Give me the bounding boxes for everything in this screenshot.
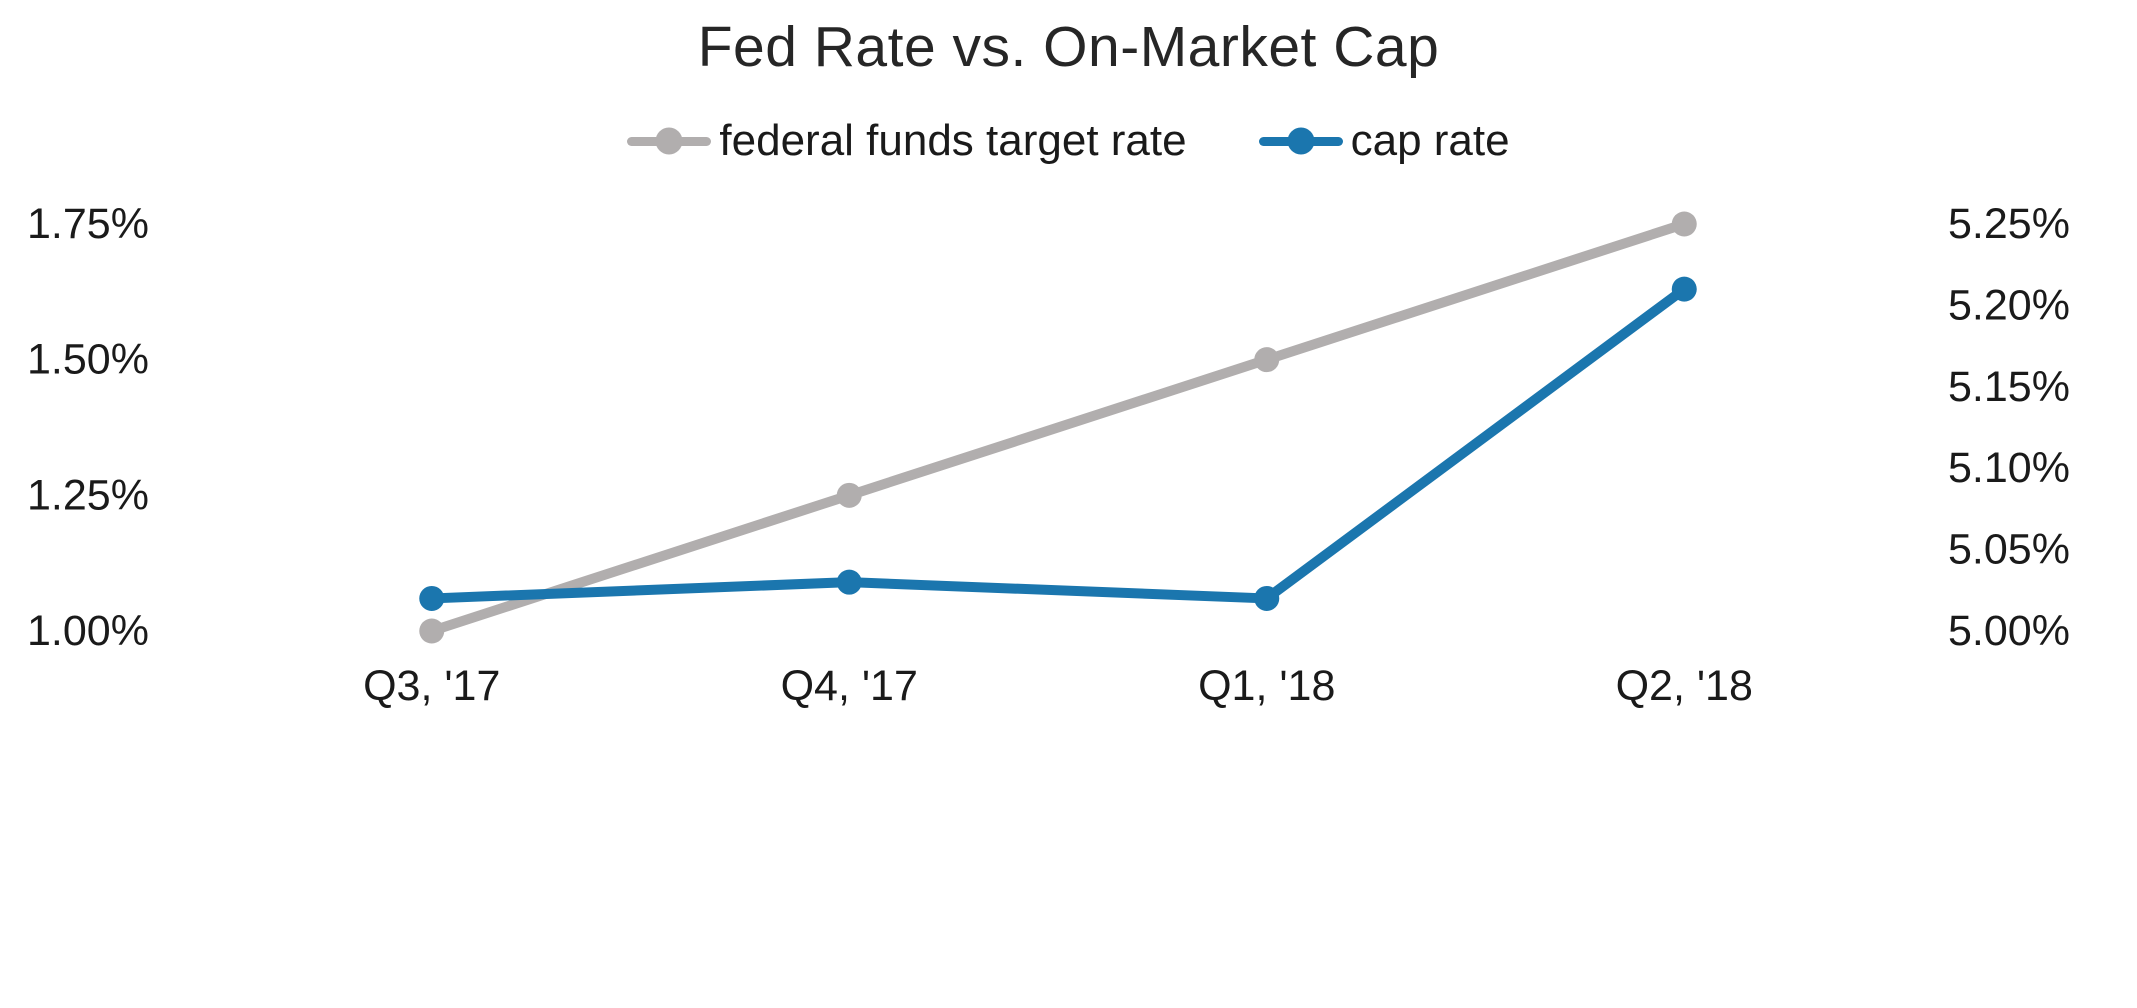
chart-title: Fed Rate vs. On-Market Cap (697, 15, 1440, 79)
x-axis-label: Q4, '17 (781, 662, 918, 710)
legend-marker-dot (1287, 127, 1315, 155)
legend-item-federal-funds-target-rate: federal funds target rate (627, 116, 1187, 166)
legend-label: cap rate (1350, 116, 1510, 165)
data-point-federal-funds-target-rate (1671, 211, 1697, 237)
data-point-federal-funds-target-rate (836, 482, 862, 508)
right-axis-tick-label: 5.25% (1948, 200, 2070, 248)
x-axis-label: Q1, '18 (1198, 662, 1335, 710)
legend-marker-dot (655, 127, 683, 155)
legend-label: federal funds target rate (719, 116, 1187, 165)
left-axis-tick-label: 1.00% (27, 607, 149, 655)
right-axis-tick-label: 5.10% (1948, 444, 2070, 492)
series-line-cap-rate (426, 284, 1690, 604)
legend: federal funds target rate cap rate (0, 116, 2137, 166)
data-point-cap-rate (836, 569, 862, 595)
legend-line-swatch (1258, 127, 1343, 155)
data-point-federal-funds-target-rate (1254, 347, 1280, 373)
data-point-federal-funds-target-rate (419, 618, 445, 644)
left-axis-tick-label: 1.75% (27, 200, 149, 248)
series-line-federal-funds-target-rate (426, 219, 1690, 636)
right-axis-tick-label: 5.15% (1948, 363, 2070, 411)
legend-item-cap-rate: cap rate (1258, 116, 1510, 166)
legend-line-swatch (627, 127, 712, 155)
data-point-cap-rate (1254, 585, 1280, 611)
right-axis-tick-label: 5.20% (1948, 281, 2070, 329)
x-axis-label: Q3, '17 (363, 662, 500, 710)
right-axis-tick-label: 5.05% (1948, 526, 2070, 574)
data-point-cap-rate (1671, 276, 1697, 302)
right-axis-tick-label: 5.00% (1948, 607, 2070, 655)
left-axis-tick-label: 1.50% (27, 336, 149, 384)
x-axis-label: Q2, '18 (1616, 662, 1753, 710)
data-point-cap-rate (419, 585, 445, 611)
left-axis-tick-label: 1.25% (27, 471, 149, 519)
